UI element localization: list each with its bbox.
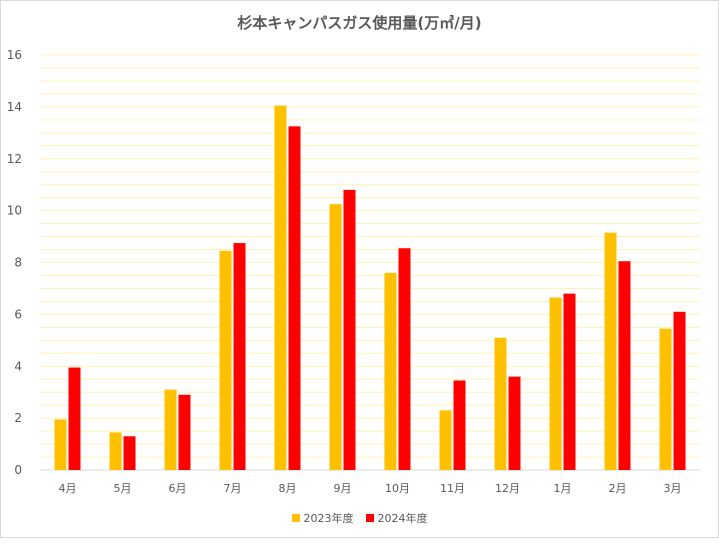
y-tick-label: 2 bbox=[14, 411, 22, 425]
y-tick-label: 4 bbox=[14, 359, 22, 373]
y-tick-label: 16 bbox=[7, 48, 22, 62]
bar-2023 bbox=[274, 105, 287, 470]
x-tick-label: 6月 bbox=[169, 482, 187, 495]
legend-item-2024: 2024年度 bbox=[365, 510, 428, 526]
bar-2024 bbox=[673, 311, 686, 470]
bar-2023 bbox=[494, 337, 507, 470]
y-tick-label: 12 bbox=[7, 152, 22, 166]
x-tick-label: 9月 bbox=[334, 482, 352, 495]
x-tick-label: 2月 bbox=[609, 482, 627, 495]
bar-2024 bbox=[288, 126, 301, 470]
bar-2023 bbox=[659, 328, 672, 470]
bar-2023 bbox=[549, 297, 562, 470]
x-tick-label: 7月 bbox=[224, 482, 242, 495]
legend-swatch-2024 bbox=[365, 514, 374, 522]
legend: 2023年度 2024年度 bbox=[0, 510, 719, 526]
x-tick-label: 5月 bbox=[114, 482, 132, 495]
legend-label-2023: 2023年度 bbox=[303, 512, 354, 525]
x-tick-label: 1月 bbox=[554, 482, 572, 495]
x-axis: 4月 5月 6月 7月 8月 9月 10月 11月 12月 1月 2月 3月 bbox=[59, 482, 682, 495]
y-axis: 0 2 4 6 8 10 12 14 16 bbox=[7, 48, 700, 477]
bar-2024 bbox=[343, 189, 356, 470]
bar-2023 bbox=[604, 232, 617, 470]
bar-2024 bbox=[508, 376, 521, 470]
bars bbox=[54, 105, 686, 470]
y-tick-label: 0 bbox=[14, 463, 22, 477]
y-tick-label: 14 bbox=[7, 100, 22, 114]
bar-2024 bbox=[178, 394, 191, 470]
bar-2023 bbox=[439, 410, 452, 470]
chart-title: 杉本キャンパスガス使用量(万㎥/月) bbox=[237, 14, 482, 32]
bar-2024 bbox=[563, 293, 576, 470]
x-tick-label: 10月 bbox=[385, 482, 410, 495]
y-tick-label: 6 bbox=[14, 307, 22, 321]
bar-2024 bbox=[68, 367, 81, 470]
x-tick-label: 11月 bbox=[440, 482, 465, 495]
x-tick-label: 3月 bbox=[664, 482, 682, 495]
bar-2023 bbox=[164, 389, 177, 470]
bar-2024 bbox=[453, 380, 466, 470]
x-tick-label: 12月 bbox=[495, 482, 520, 495]
legend-swatch-2023 bbox=[291, 514, 300, 522]
bar-2024 bbox=[398, 248, 411, 470]
bar-2023 bbox=[329, 204, 342, 470]
bar-2024 bbox=[123, 436, 136, 470]
x-tick-label: 4月 bbox=[59, 482, 77, 495]
bar-2024 bbox=[618, 261, 631, 470]
y-tick-label: 8 bbox=[14, 256, 22, 270]
bar-2023 bbox=[384, 272, 397, 470]
y-tick-label: 10 bbox=[7, 204, 22, 218]
bar-2024 bbox=[233, 243, 246, 470]
bar-2023 bbox=[54, 419, 67, 470]
legend-item-2023: 2023年度 bbox=[291, 510, 354, 526]
legend-label-2024: 2024年度 bbox=[377, 512, 428, 525]
bar-2023 bbox=[219, 250, 232, 470]
x-tick-label: 8月 bbox=[279, 482, 297, 495]
bar-2023 bbox=[109, 432, 122, 470]
gridlines bbox=[40, 54, 700, 458]
